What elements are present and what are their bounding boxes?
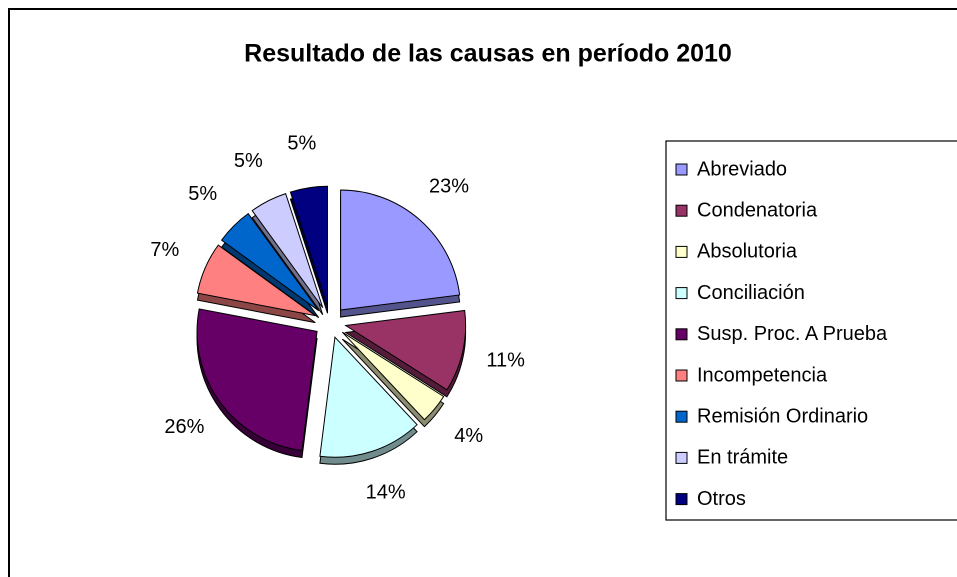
- legend-swatch: [675, 493, 688, 506]
- legend-label: Abreviado: [697, 158, 787, 180]
- data-label: 5%: [287, 132, 316, 154]
- legend-label: Condenatoria: [697, 199, 818, 221]
- legend-label: Conciliación: [697, 282, 805, 304]
- legend-label: Susp. Proc. A Prueba: [697, 323, 888, 345]
- legend-label: Otros: [697, 488, 746, 510]
- legend-swatch: [675, 369, 688, 382]
- slice: [196, 308, 318, 452]
- data-label: 5%: [188, 183, 217, 205]
- legend-label: Absolutoria: [697, 241, 798, 263]
- data-label: 7%: [150, 239, 179, 261]
- slice: [220, 212, 320, 312]
- legend-swatch: [675, 328, 688, 341]
- chart-title: Resultado de las causas en período 2010: [244, 40, 732, 68]
- slice: [289, 185, 328, 307]
- data-label: 11%: [486, 350, 525, 372]
- data-label: 4%: [454, 425, 483, 447]
- legend-swatch: [675, 163, 688, 176]
- legend-swatch: [675, 204, 688, 217]
- legend-box: [665, 140, 957, 521]
- legend-label: Remisión Ordinario: [697, 405, 868, 427]
- slice: [251, 192, 324, 309]
- legend-swatch: [675, 245, 688, 258]
- legend-label: En trámite: [697, 447, 788, 469]
- slice: [340, 189, 461, 311]
- slice: [344, 309, 467, 391]
- slice: [341, 331, 445, 421]
- data-label: 23%: [429, 175, 469, 197]
- legend-swatch: [675, 451, 688, 464]
- data-label: 26%: [164, 416, 204, 438]
- legend-swatch: [675, 410, 688, 423]
- slice: [196, 244, 316, 317]
- legend-swatch: [675, 287, 688, 300]
- data-label: 14%: [366, 481, 406, 503]
- slice: [319, 336, 418, 458]
- data-label: 5%: [234, 150, 263, 172]
- legend-label: Incompetencia: [697, 364, 828, 386]
